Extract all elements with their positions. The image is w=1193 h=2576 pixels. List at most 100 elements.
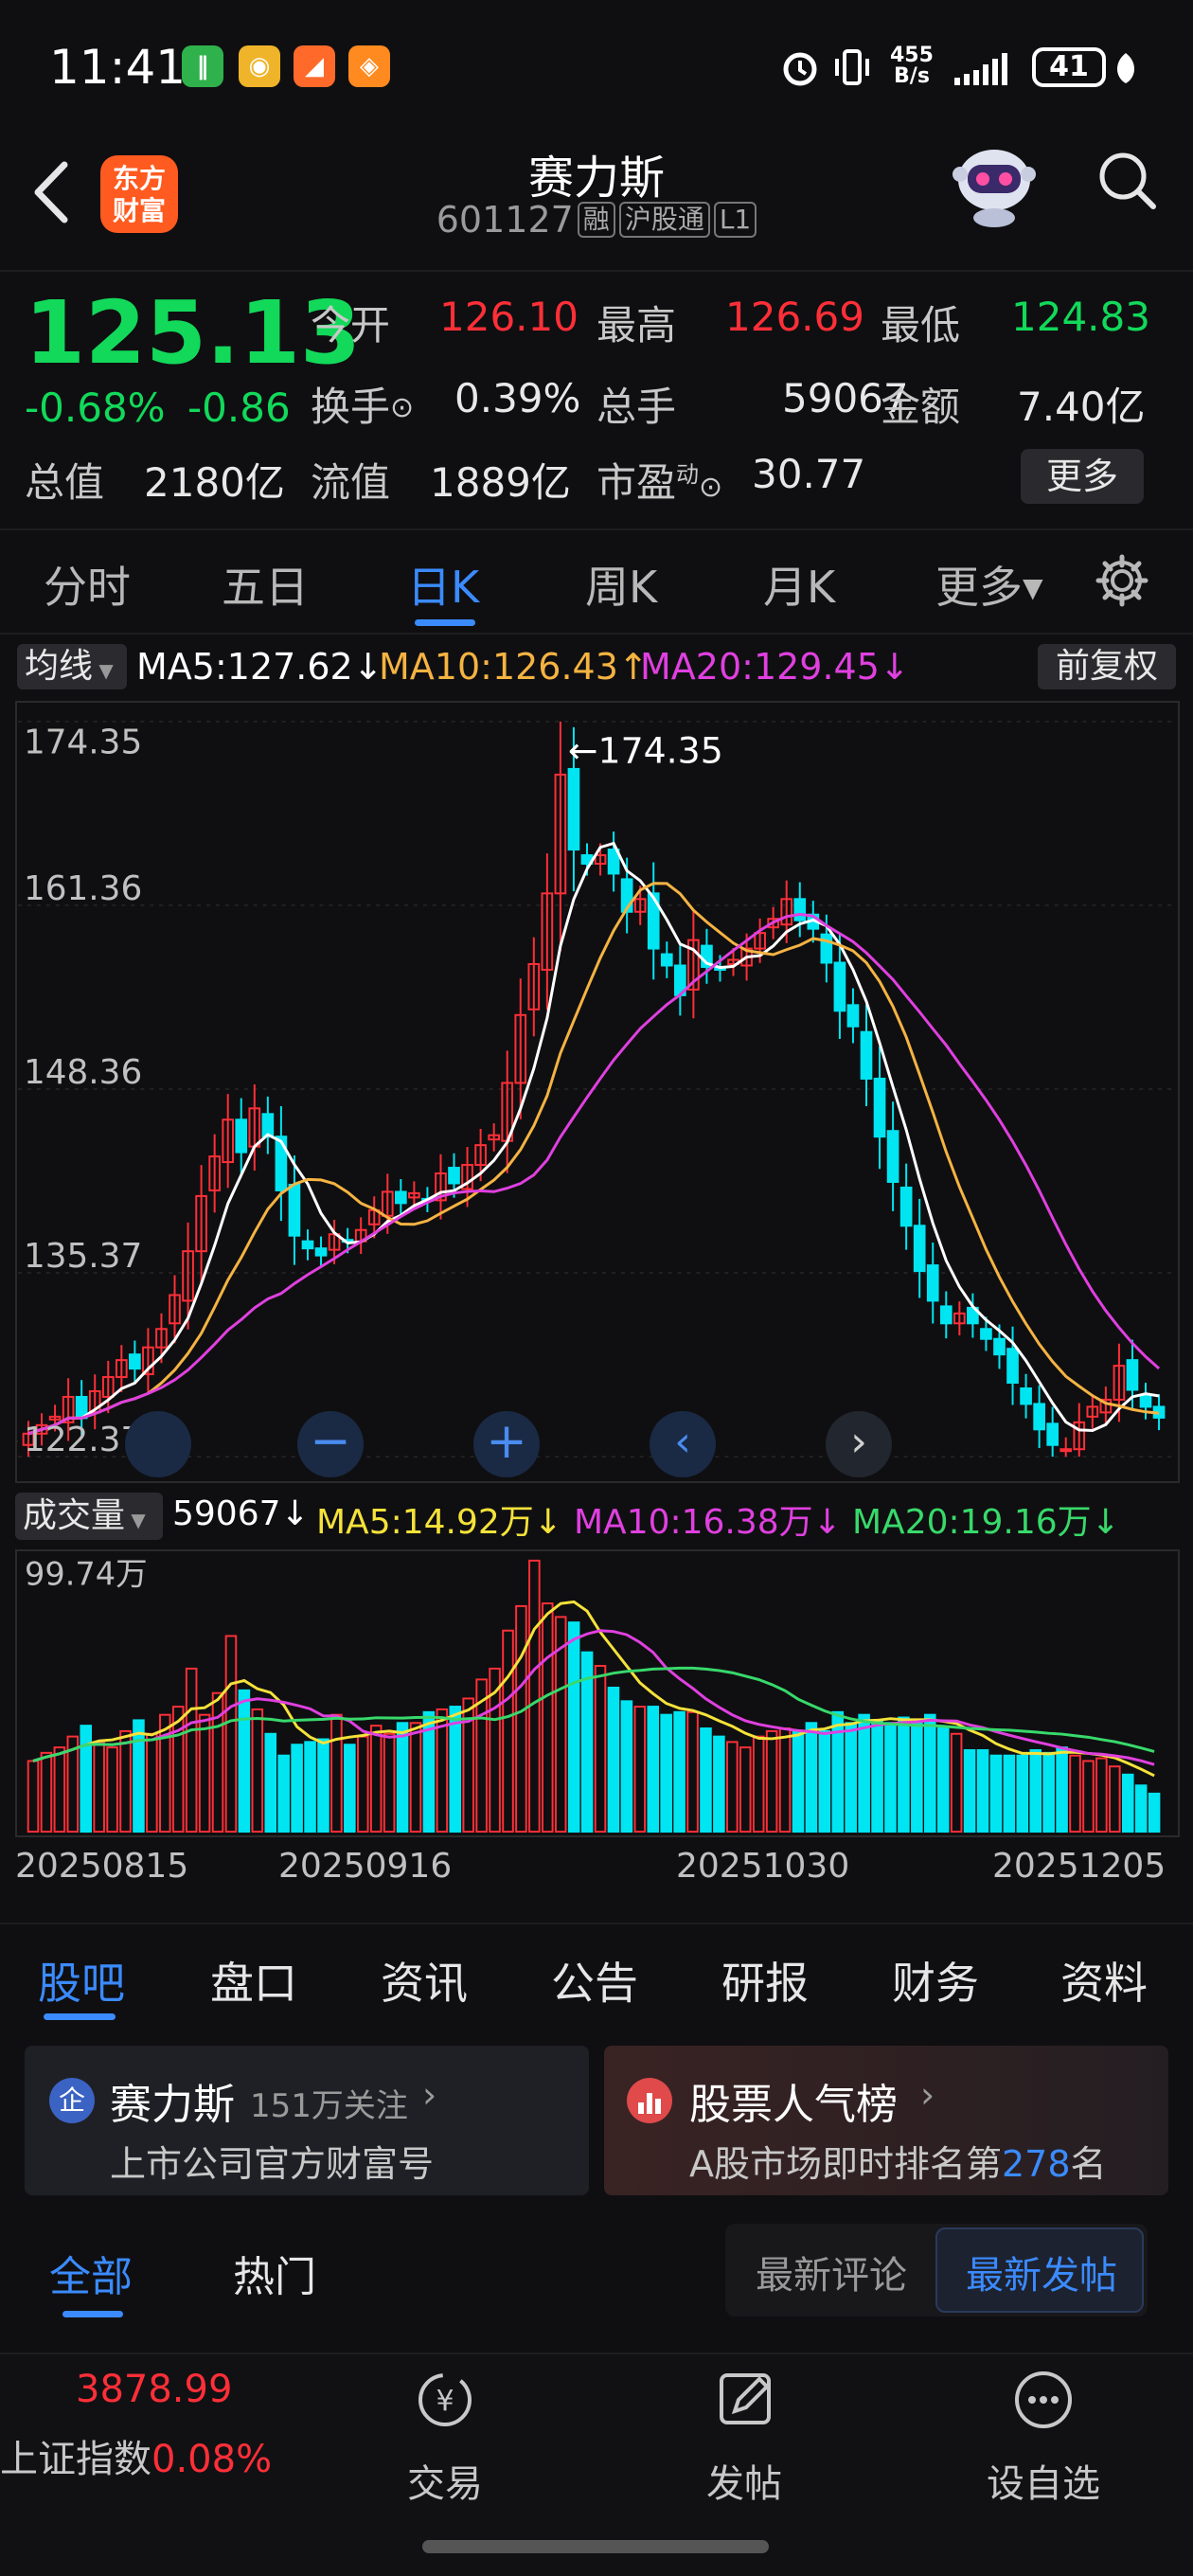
candle-up <box>22 1432 35 1446</box>
volume-bar-down <box>884 1722 897 1834</box>
volume-bar-up <box>251 1708 264 1834</box>
ma10-line <box>27 882 1160 1436</box>
scroll-right-button[interactable]: › <box>826 1411 892 1477</box>
candle-down <box>899 1186 913 1227</box>
more-options-icon[interactable] <box>1009 2366 1077 2434</box>
volume-bar-up <box>1109 1765 1121 1834</box>
sort-latest-post[interactable]: 最新发帖 <box>966 2254 1117 2298</box>
tab-forum[interactable]: 股吧 <box>38 1958 125 2009</box>
volume-bar-down <box>607 1686 620 1834</box>
candle-down <box>1033 1403 1045 1431</box>
turnover-label[interactable]: 换手⊙ <box>311 384 415 430</box>
candle-up <box>195 1194 207 1253</box>
volume-bar-down <box>277 1754 290 1834</box>
candle-up <box>754 932 766 950</box>
stock-name: 赛力斯 <box>527 152 665 205</box>
volume-bar-down <box>871 1719 883 1834</box>
feed-tab-all[interactable]: 全部 <box>49 2253 133 2301</box>
volume-bar-up <box>778 1727 792 1834</box>
price-axis-label: 161.36 <box>24 869 142 908</box>
popularity-rank-card[interactable]: 股票人气榜 › A股市场即时排名第278名 <box>604 2046 1168 2195</box>
tab-five-day[interactable]: 五日 <box>222 562 309 613</box>
settings-gear-icon[interactable] <box>1095 553 1149 608</box>
tab-profile[interactable]: 资料 <box>1060 1958 1148 2009</box>
candle-down <box>980 1328 992 1340</box>
tab-more-periods[interactable]: 更多▼ <box>935 562 1043 613</box>
tab-daily-k[interactable]: 日K <box>407 562 480 613</box>
info-icon: ⊙ <box>699 471 723 504</box>
volume-bar-up <box>93 1741 105 1834</box>
back-icon[interactable] <box>28 159 76 225</box>
volume-bar-up <box>1095 1757 1108 1834</box>
volume-bar-up <box>146 1732 158 1834</box>
zoom-out-button[interactable]: − <box>297 1411 364 1477</box>
candle-up <box>1099 1398 1113 1414</box>
home-indicator <box>422 2540 769 2553</box>
chevron-right-icon: › <box>422 2074 437 2116</box>
volume-bar-down <box>133 1719 145 1834</box>
volume-bar-down <box>620 1700 633 1834</box>
trade-icon[interactable]: ¥ <box>411 2366 479 2434</box>
candle-down <box>846 1004 860 1028</box>
card-company-sub: 上市公司官方财富号 <box>110 2143 435 2185</box>
volume-bar-down <box>976 1748 989 1834</box>
nav-trade[interactable]: 交易 <box>407 2462 483 2506</box>
nav-add-watchlist[interactable]: 设自选 <box>987 2462 1100 2506</box>
volume-bar-up <box>594 1665 607 1834</box>
news-app-icon: ◢ <box>294 45 335 87</box>
tab-order-book[interactable]: 盘口 <box>210 1958 297 2009</box>
tab-weekly-k[interactable]: 周K <box>585 562 658 613</box>
volume-bar-down <box>344 1744 356 1834</box>
weibo-icon: ◉ <box>239 45 280 87</box>
volume-bar-down <box>911 1722 923 1834</box>
volume-bar-up <box>185 1667 198 1834</box>
scroll-left-button[interactable]: ‹ <box>650 1411 716 1477</box>
edit-post-icon[interactable] <box>712 2366 780 2434</box>
tab-announcements[interactable]: 公告 <box>551 1958 638 2009</box>
search-icon[interactable] <box>1095 148 1161 214</box>
tab-news[interactable]: 资讯 <box>381 1958 468 2009</box>
low-label: 最低 <box>881 302 961 349</box>
volume-bar-up <box>686 1710 699 1834</box>
ma20-legend: MA20:129.45↓ <box>640 646 910 688</box>
more-quote-button[interactable]: 更多 <box>1021 449 1144 504</box>
zoom-in-button[interactable]: + <box>473 1411 540 1477</box>
volume-bar-down <box>291 1744 303 1834</box>
volume-bar-down <box>396 1722 409 1834</box>
candle-up <box>767 918 779 929</box>
vol-ma10-legend: MA10:16.38万↓ <box>574 1503 842 1542</box>
index-ticker[interactable]: 上证指数0.08% <box>0 2438 273 2481</box>
tab-financials[interactable]: 财务 <box>892 1958 979 2009</box>
tab-monthly-k[interactable]: 月K <box>763 562 836 613</box>
candle-up <box>1086 1405 1099 1418</box>
volume-bar-up <box>409 1722 422 1834</box>
chart-zoom-out-left-button[interactable] <box>125 1411 191 1477</box>
quote-panel <box>0 270 1193 526</box>
pe-label[interactable]: 市盈动⊙ <box>596 459 723 506</box>
change-percent: -0.68% <box>25 385 166 431</box>
sort-latest-comment[interactable]: 最新评论 <box>756 2254 907 2298</box>
candle-up <box>62 1395 75 1423</box>
price-axis-label: 135.37 <box>24 1237 142 1276</box>
tab-intraday[interactable]: 分时 <box>44 562 131 613</box>
volume-bar-up <box>211 1691 224 1834</box>
volume-chart[interactable]: 99.74万 <box>15 1549 1180 1837</box>
nav-post[interactable]: 发帖 <box>706 2462 782 2506</box>
candle-down <box>873 1077 886 1138</box>
candlestick-chart[interactable]: 174.35 161.36 148.36 135.37 122.37 ←174.35 122… <box>15 701 1180 1483</box>
volume-bar-down <box>317 1738 329 1834</box>
candle-up <box>633 898 647 913</box>
company-account-card[interactable]: 企 赛力斯 151万关注 › 上市公司官方财富号 <box>25 2046 589 2195</box>
price-adjust-button[interactable]: 前复权 <box>1038 644 1176 689</box>
candle-down <box>288 1183 301 1237</box>
feed-tab-hot[interactable]: 热门 <box>233 2253 316 2301</box>
volume-bar-up <box>106 1746 118 1834</box>
leaf-icon <box>1116 53 1135 83</box>
volume-indicator-select[interactable]: 成交量 ▼ <box>15 1493 163 1540</box>
period-tabs <box>0 528 1193 635</box>
robot-assistant-icon[interactable] <box>947 136 1042 231</box>
tab-research[interactable]: 研报 <box>721 1958 809 2009</box>
candle-up <box>142 1346 154 1376</box>
candle-up <box>527 963 541 1011</box>
indicator-select[interactable]: 均线 ▼ <box>17 644 127 689</box>
